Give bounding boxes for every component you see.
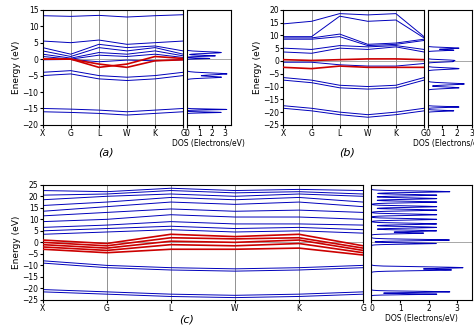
Text: (b): (b) bbox=[339, 148, 355, 158]
Text: (c): (c) bbox=[180, 315, 194, 325]
X-axis label: DOS (Electrons/eV): DOS (Electrons/eV) bbox=[413, 140, 474, 148]
X-axis label: DOS (Electrons/eV): DOS (Electrons/eV) bbox=[385, 315, 458, 323]
X-axis label: DOS (Electrons/eV): DOS (Electrons/eV) bbox=[173, 140, 245, 148]
Y-axis label: Energy (eV): Energy (eV) bbox=[12, 216, 21, 269]
Y-axis label: Energy (eV): Energy (eV) bbox=[253, 41, 262, 94]
Text: (a): (a) bbox=[98, 148, 114, 158]
Y-axis label: Energy (eV): Energy (eV) bbox=[12, 41, 21, 94]
